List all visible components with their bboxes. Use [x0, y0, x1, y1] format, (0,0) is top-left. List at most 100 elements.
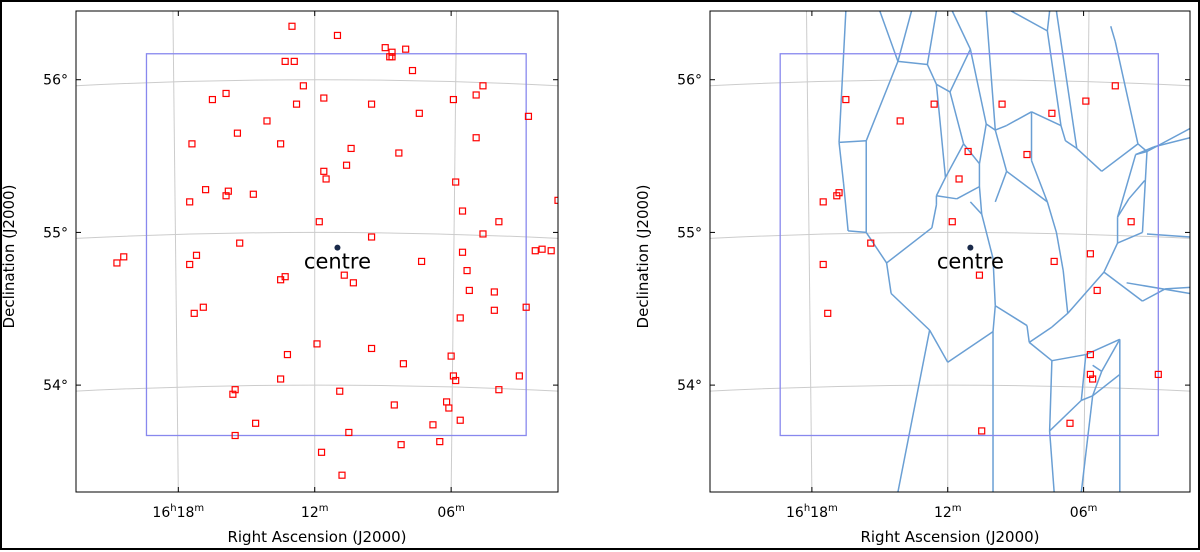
data-point: [819, 198, 827, 206]
data-point: [554, 196, 558, 204]
data-point: [1066, 419, 1074, 427]
voronoi-edge: [1146, 127, 1190, 153]
voronoi-edge: [1064, 71, 1078, 149]
axes-frame: [75, 10, 559, 493]
voronoi-edge: [1117, 231, 1143, 244]
voronoi-edge: [1101, 143, 1139, 172]
data-point: [333, 31, 342, 40]
y-axis-label: Declination (J2000): [634, 185, 652, 329]
data-point: [249, 190, 257, 198]
voronoi-edge: [1006, 111, 1032, 127]
data-point: [1086, 370, 1094, 379]
x-tick-label: 16h18m: [786, 503, 838, 521]
data-point: [345, 428, 353, 437]
data-point: [231, 431, 239, 440]
voronoi-edge: [949, 48, 972, 93]
data-point: [429, 421, 437, 429]
voronoi-edge: [936, 83, 951, 93]
data-point: [229, 390, 237, 398]
data-point: [819, 260, 827, 269]
data-point: [1089, 375, 1097, 383]
voronoi-edge: [935, 84, 947, 178]
voronoi-edge: [969, 201, 983, 215]
x-tick-label: 06m: [437, 503, 465, 521]
voronoi-edge: [1153, 137, 1190, 148]
voronoi-edge: [1080, 354, 1087, 401]
voronoi-edge: [1046, 30, 1062, 126]
data-point: [367, 100, 376, 108]
data-point: [824, 309, 832, 317]
voronoi-edge: [1092, 364, 1103, 372]
data-point: [975, 271, 984, 279]
data-point: [292, 100, 301, 108]
voronoi-edge: [995, 124, 1007, 131]
data-point: [955, 175, 963, 183]
data-point: [415, 109, 423, 117]
voronoi-edge: [1055, 11, 1067, 73]
data-point: [1023, 150, 1031, 159]
voronoi-edge: [842, 183, 849, 231]
x-axis-label: Right Ascension (J2000): [860, 528, 1039, 546]
voronoi-edge: [1060, 125, 1067, 142]
field-box: [779, 53, 1159, 437]
x-axis-label: Right Ascension (J2000): [227, 528, 406, 546]
data-point: [524, 112, 533, 120]
centre-label: centre: [304, 250, 371, 274]
voronoi-edge: [1026, 325, 1030, 343]
voronoi-edge: [1028, 341, 1053, 362]
voronoi-edge: [1116, 154, 1137, 218]
voronoi-edge: [994, 305, 1028, 327]
data-point: [277, 375, 285, 383]
data-point: [186, 198, 194, 206]
data-point: [408, 66, 417, 75]
voronoi-edge: [949, 91, 965, 145]
data-point: [472, 134, 480, 142]
voronoi-edge: [1110, 26, 1117, 42]
voronoi-edge: [1030, 160, 1049, 203]
data-point: [463, 266, 471, 275]
y-tick-label: 56°: [43, 73, 68, 89]
voronoi-edge: [1101, 338, 1121, 372]
voronoi-edge: [944, 143, 965, 178]
data-point: [998, 100, 1006, 108]
data-point: [222, 192, 230, 200]
voronoi-edge: [838, 11, 847, 143]
voronoi-edge: [978, 186, 983, 215]
voronoi-edge: [980, 213, 994, 259]
data-point: [447, 352, 455, 360]
voronoi-edge: [1103, 271, 1143, 302]
data-point: [531, 247, 539, 255]
data-point: [120, 253, 128, 261]
data-point: [224, 187, 232, 195]
dec-grid-line: [76, 231, 558, 239]
data-point: [320, 167, 328, 175]
voronoi-edge: [926, 64, 938, 85]
voronoi-edge: [1146, 233, 1190, 238]
data-point: [964, 147, 972, 156]
field-box: [145, 53, 527, 437]
data-point: [458, 207, 467, 215]
data-point: [113, 259, 121, 267]
axes-content: [710, 11, 1190, 492]
data-point: [199, 303, 207, 311]
data-point: [452, 178, 460, 186]
voronoi-edge: [848, 230, 867, 234]
voronoi-edge: [1114, 41, 1139, 145]
data-point: [192, 251, 201, 259]
voronoi-edge: [1092, 373, 1121, 397]
data-point: [349, 279, 357, 287]
voronoi-edge: [1048, 430, 1055, 492]
right-panel-voronoi-field: centre 16h18m 12m 06m 56° 55° 54° Right Ascensi…: [634, 10, 1191, 546]
dec-grid-line: [76, 79, 558, 87]
data-point: [399, 360, 407, 368]
voronoi-edge: [936, 195, 957, 200]
data-point: [449, 95, 458, 104]
ra-grid-line: [450, 11, 458, 492]
voronoi-edge: [1142, 288, 1166, 302]
data-point: [1048, 109, 1056, 117]
data-point: [281, 57, 289, 65]
data-point: [442, 398, 451, 406]
voronoi-edge: [951, 11, 972, 50]
